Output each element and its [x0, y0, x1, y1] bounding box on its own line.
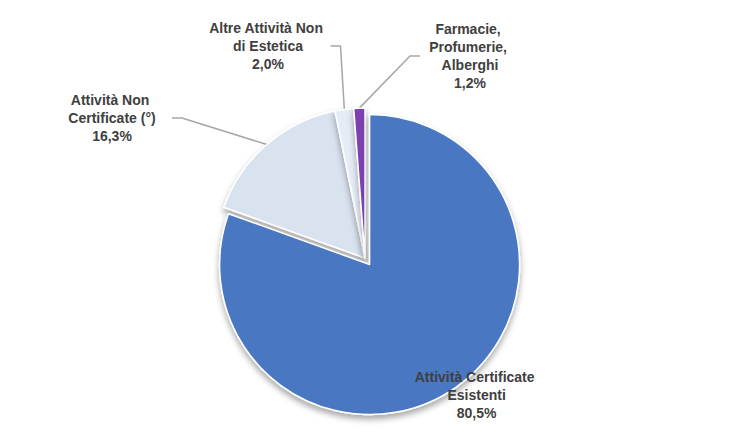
svg-text:Altre Attività Non: Altre Attività Non — [209, 20, 327, 36]
svg-text:16,3%: 16,3% — [92, 128, 132, 144]
svg-text:Attività Certificate: Attività Certificate — [415, 369, 539, 385]
svg-text:80,5%: 80,5% — [457, 405, 497, 421]
svg-text:2,0%: 2,0% — [252, 56, 284, 72]
svg-text:Esistenti: Esistenti — [447, 387, 505, 403]
svg-text:Alberghi: Alberghi — [442, 57, 499, 73]
svg-text:di Estetica: di Estetica — [233, 38, 303, 54]
svg-text:Profumerie,: Profumerie, — [429, 39, 511, 55]
svg-text:Farmacie,: Farmacie, — [435, 21, 504, 37]
svg-text:Certificate (°): Certificate (°) — [68, 110, 155, 126]
svg-text:Attività Non: Attività Non — [71, 92, 153, 108]
svg-text:1,2%: 1,2% — [454, 75, 486, 91]
